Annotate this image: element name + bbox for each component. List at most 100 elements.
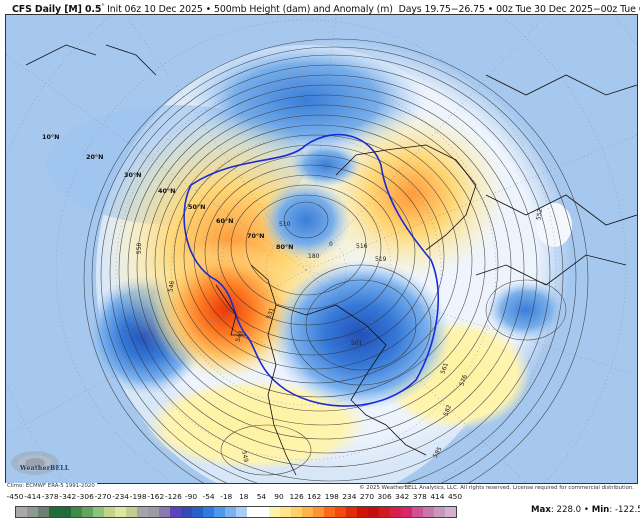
colorbar-tick: -90 — [184, 492, 198, 501]
degree-symbol: ° — [101, 3, 105, 10]
lat-label-10n: 10°N — [42, 133, 60, 141]
colorbar-tick: -54 — [202, 492, 215, 501]
contour-label-501: 501 — [351, 340, 363, 347]
colorbar-swatch — [346, 507, 357, 517]
colorbar-swatch — [170, 507, 181, 517]
colorbar-swatch — [82, 507, 93, 517]
colorbar-swatch — [291, 507, 302, 517]
title-separator-2: • — [487, 4, 494, 16]
colorbar-swatch — [379, 507, 390, 517]
colorbar-swatch — [115, 507, 126, 517]
colorbar-tick: 90 — [274, 492, 284, 501]
colorbar-swatch — [280, 507, 291, 517]
colorbar-swatch — [225, 507, 236, 517]
colorbar-swatch — [357, 507, 368, 517]
colorbar-swatch — [423, 507, 434, 517]
min-value: : -122.5 — [609, 505, 640, 515]
colorbar-swatch — [302, 507, 313, 517]
colorbar-tick: -414 — [24, 492, 41, 501]
colorbar-swatch — [214, 507, 225, 517]
colorbar-swatch — [324, 507, 335, 517]
colorbar-tick: -342 — [59, 492, 77, 501]
min-label: Min — [591, 505, 610, 515]
colorbar-swatch — [104, 507, 115, 517]
colorbar-swatch — [401, 507, 412, 517]
colorbar-tick: 54 — [256, 492, 267, 501]
colorbar-swatch — [269, 507, 280, 517]
lon-label-180: 180 — [308, 253, 320, 260]
colorbar-swatch — [27, 507, 38, 517]
colorbar-swatch — [71, 507, 82, 517]
colorbar-swatch — [181, 507, 192, 517]
lat-label-60n: 60°N — [216, 217, 234, 225]
colorbar-tick: -162 — [147, 492, 165, 501]
lat-label-30n: 30°N — [124, 171, 142, 179]
title-separator: • — [205, 4, 212, 16]
max-min-summary: Max: 228.0 • Min: -122.5 — [531, 505, 640, 515]
lat-label-80n: 80°N — [276, 243, 294, 251]
colorbar-swatch — [159, 507, 170, 517]
valid-period: 00z Tue 30 Dec 2025−00z Tue 6 Jan 2026 — [496, 4, 640, 16]
colorbar-swatch — [368, 507, 379, 517]
map-panel: 10°N 20°N 30°N 40°N 50°N 60°N 70°N 80°N … — [5, 14, 638, 484]
colorbar-swatch — [137, 507, 148, 517]
colorbar-tick: 306 — [377, 492, 392, 501]
init-time: Init 06z 10 Dec 2025 — [107, 4, 203, 16]
colorbar-tick: 342 — [395, 492, 410, 501]
colorbar-swatch — [258, 507, 269, 517]
colorbar-tick: 270 — [359, 492, 375, 501]
lat-label-70n: 70°N — [247, 232, 265, 240]
colorbar-tick: -198 — [129, 492, 147, 501]
max-min-separator: • — [581, 505, 592, 515]
lon-label-0: 0 — [329, 241, 333, 248]
colorbar-tick: 198 — [324, 492, 339, 501]
colorbar-swatch — [390, 507, 401, 517]
colorbar-tick: -234 — [112, 492, 129, 501]
colorbar-swatch — [412, 507, 423, 517]
colorbar-tick: -18 — [220, 492, 233, 501]
contour-label-519: 519 — [375, 256, 387, 263]
colorbar-swatch — [445, 507, 456, 517]
chart-title: CFS Daily [M] 0.5° Init 06z 10 Dec 2025 … — [12, 3, 640, 15]
colorbar-tick: 450 — [447, 492, 463, 501]
colorbar-swatch — [247, 507, 258, 517]
colorbar-tick: -378 — [41, 492, 59, 501]
colorbar-swatch — [38, 507, 49, 517]
contour-label-516: 516 — [356, 243, 368, 250]
colorbar-tick: -270 — [94, 492, 112, 501]
lat-label-50n: 50°N — [188, 203, 206, 211]
colorbar-swatch — [203, 507, 214, 517]
climo-note: Climo: ECMWF ERA-5 1991-2020 — [5, 483, 97, 489]
max-value: : 228.0 — [550, 505, 582, 515]
colorbar-tick-labels: -450 -414 -378 -342 -306 -270 -234 -198 … — [0, 492, 470, 502]
weatherbell-logo-icon — [11, 451, 59, 475]
colorbar-tick: 126 — [289, 492, 304, 501]
contour-label-510: 510 — [279, 221, 291, 228]
colorbar-swatch — [434, 507, 445, 517]
colorbar-swatch — [49, 507, 60, 517]
colorbar-tick: 18 — [239, 492, 249, 501]
colorbar-swatch — [192, 507, 203, 517]
colorbar-swatch — [93, 507, 104, 517]
colorbar-tick: -450 — [6, 492, 24, 501]
forecast-days: Days 19.75−26.75 — [398, 4, 485, 16]
reference-contour — [183, 133, 440, 407]
colorbar-tick: 378 — [412, 492, 427, 501]
colorbar-swatch — [60, 507, 71, 517]
colorbar-tick: 162 — [307, 492, 322, 501]
colorbar-tick: -306 — [77, 492, 94, 501]
colorbar-swatch — [236, 507, 247, 517]
colorbar-swatch — [313, 507, 324, 517]
lat-label-20n: 20°N — [86, 153, 104, 161]
colorbar-swatch — [16, 507, 27, 517]
copyright-notice: © 2025 WeatherBELL Analytics, LLC. All r… — [359, 485, 634, 491]
colorbar-swatch — [148, 507, 159, 517]
weatherbell-logo-text: WeatherBELL — [20, 465, 70, 472]
colorbar-swatch — [335, 507, 346, 517]
colorbar-swatch — [126, 507, 137, 517]
colorbar-tick: 414 — [430, 492, 445, 501]
colorbar-tick: 234 — [342, 492, 357, 501]
colorbar-tick: -126 — [165, 492, 182, 501]
anomaly-colorbar — [15, 506, 457, 518]
model-name: CFS Daily [M] 0.5 — [12, 4, 102, 16]
